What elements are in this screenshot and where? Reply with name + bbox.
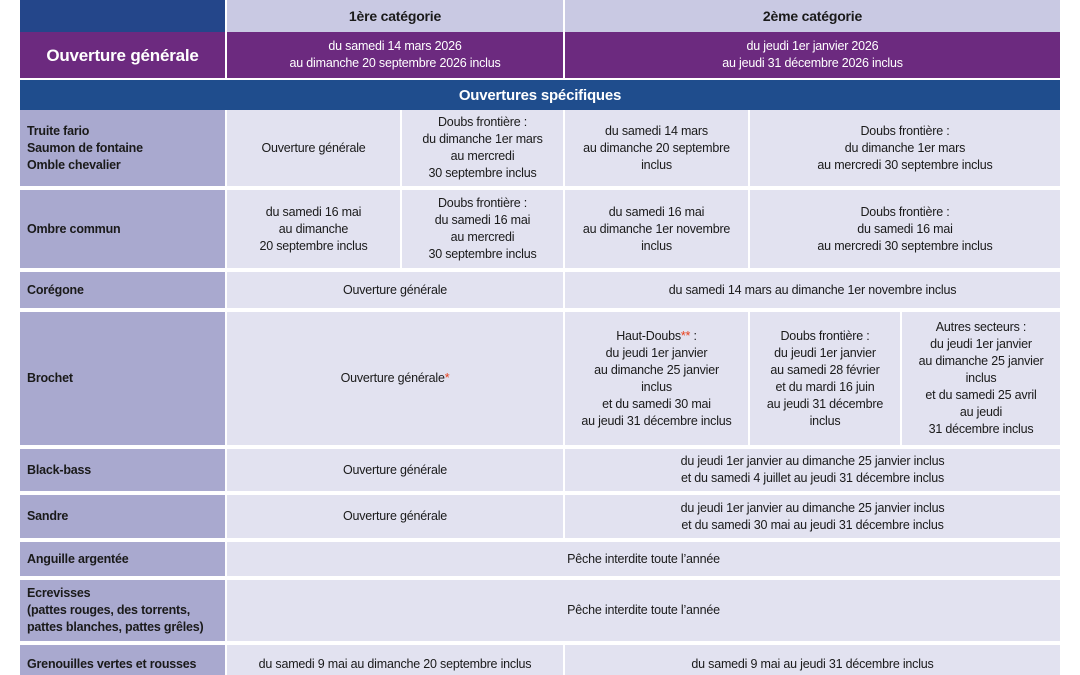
row-label: Ombre commun (20, 190, 225, 268)
footnote-mark: * (444, 371, 450, 385)
row-label: Ecrevisses (pattes rouges, des torrents,… (20, 580, 225, 641)
general-label: Ouverture générale (20, 32, 225, 78)
cell-text-part: Haut-Doubs (616, 328, 681, 343)
cell: du samedi 14 mars au dimanche 1er novemb… (565, 272, 1060, 308)
row-label: Grenouilles vertes et rousses (20, 645, 225, 675)
row-label: Sandre (20, 495, 225, 538)
row-label: Corégone (20, 272, 225, 308)
cell: du jeudi 1er janvier au dimanche 25 janv… (565, 449, 1060, 491)
cell: du samedi 14 mars au dimanche 20 septemb… (565, 110, 748, 186)
cell: Haut-Doubs** : du jeudi 1er janvier au d… (565, 312, 748, 445)
cell: Pêche interdite toute l’année (227, 580, 1060, 641)
cell-text-part: Ouverture générale (340, 371, 445, 385)
cell: du samedi 9 mai au dimanche 20 septembre… (227, 645, 563, 675)
row-label: Black-bass (20, 449, 225, 491)
cell: Autres secteurs : du jeudi 1er janvier a… (902, 312, 1060, 445)
cell: Pêche interdite toute l’année (227, 542, 1060, 576)
cell: du samedi 16 mai au dimanche 20 septembr… (227, 190, 400, 268)
cell: Doubs frontière : du samedi 16 mai au me… (402, 190, 563, 268)
row-label: Anguille argentée (20, 542, 225, 576)
cell-text: Ouverture générale* (341, 370, 450, 387)
cell: du samedi 16 mai au dimanche 1er novembr… (565, 190, 748, 268)
cell: Ouverture générale (227, 449, 563, 491)
section-title: Ouvertures spécifiques (20, 80, 1060, 110)
cell: Ouverture générale (227, 110, 400, 186)
cell: Doubs frontière : du dimanche 1er mars a… (750, 110, 1060, 186)
cell-text: Haut-Doubs** : du jeudi 1er janvier au d… (581, 328, 731, 430)
general-cell: du jeudi 1er janvier 2026 au jeudi 31 dé… (565, 32, 1060, 78)
row-label: Truite fario Saumon de fontaine Omble ch… (20, 110, 225, 186)
cell: du samedi 9 mai au jeudi 31 décembre inc… (565, 645, 1060, 675)
corner-cell (20, 0, 225, 32)
cell: Doubs frontière : du dimanche 1er mars a… (402, 110, 563, 186)
cell: Ouverture générale (227, 272, 563, 308)
footnote-mark: ** (680, 328, 691, 343)
cell: du jeudi 1er janvier au dimanche 25 janv… (565, 495, 1060, 538)
header-cell: 1ère catégorie (227, 0, 563, 32)
cell: Doubs frontière : du samedi 16 mai au me… (750, 190, 1060, 268)
cell: Doubs frontière : du jeudi 1er janvier a… (750, 312, 900, 445)
general-cell: du samedi 14 mars 2026 au dimanche 20 se… (227, 32, 563, 78)
cell: Ouverture générale (227, 495, 563, 538)
cell: Ouverture générale* (227, 312, 563, 445)
header-cell: 2ème catégorie (565, 0, 1060, 32)
row-label: Brochet (20, 312, 225, 445)
cell-text-part: : du jeudi 1er janvier au dimanche 25 ja… (581, 328, 732, 428)
